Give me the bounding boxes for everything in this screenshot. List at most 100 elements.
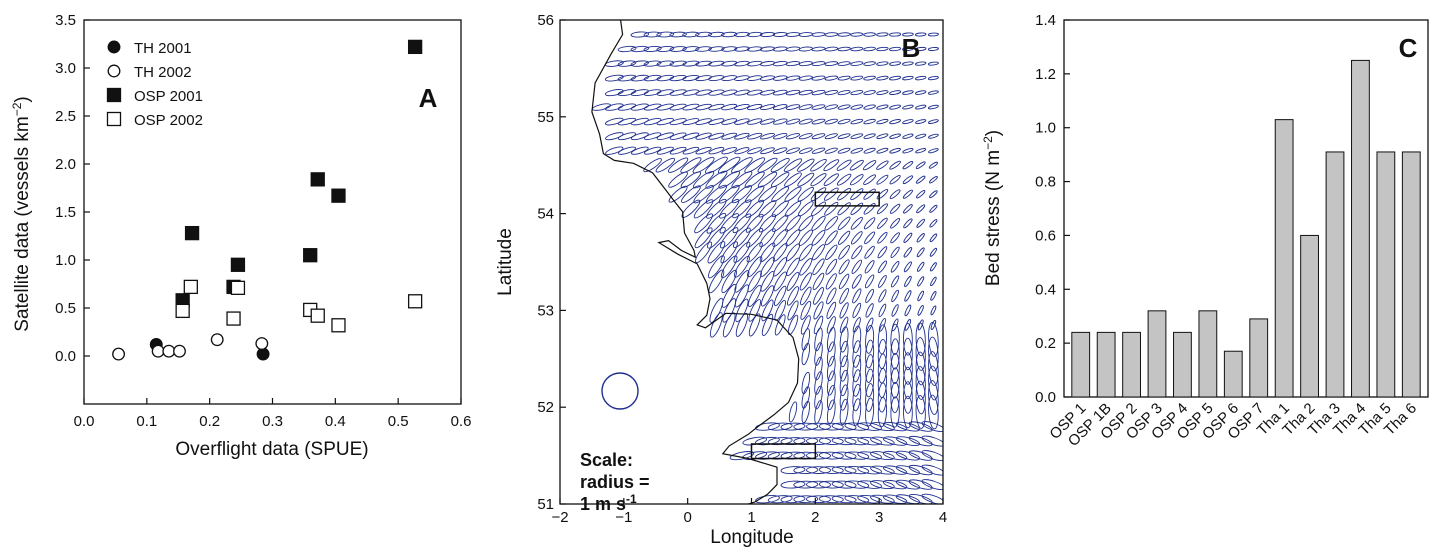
b-current-ellipse [695,46,713,52]
b-current-ellipse [733,31,750,38]
b-current-ellipse [865,317,874,333]
b-current-ellipse [772,75,788,81]
b-current-ellipse [850,133,864,140]
b-current-ellipse [811,118,826,125]
b-current-ellipse [929,262,937,272]
b-current-ellipse [904,290,912,302]
b-current-ellipse [811,46,826,52]
c-y-tick-label: 1.0 [1035,120,1056,137]
b-current-ellipse [928,321,939,357]
b-current-ellipse [746,89,763,96]
b-current-ellipse [825,273,837,290]
b-current-ellipse [680,157,702,174]
a-point [184,225,200,241]
b-current-ellipse [929,233,938,243]
b-current-ellipse [695,103,712,111]
c-bar [1274,119,1294,398]
panel-a-x-label: Overflight data (SPUE) [175,439,368,460]
b-current-ellipse [863,202,876,215]
panel-c-y-ticks: 0.0 0.2 0.4 0.6 0.8 1.0 1.2 1.4 [1035,12,1070,406]
a-x-tick-label: 0.0 [74,413,95,430]
b-current-ellipse [929,190,938,199]
a-y-tick-label: 3.5 [55,12,76,29]
b-current-ellipse [864,231,876,245]
a-point [331,318,346,333]
b-current-ellipse [877,260,888,274]
b-current-ellipse [930,291,937,301]
panel-c-frame [1063,19,1429,398]
panel-a-letter: A [419,83,438,113]
b-current-ellipse [891,318,899,332]
b-current-ellipse [930,305,937,316]
b-current-ellipse [865,324,875,354]
b-current-ellipse [785,118,801,125]
panel-b-study-boxes [750,191,880,460]
b-current-ellipse [844,480,870,489]
b-current-ellipse [876,174,889,185]
b-current-ellipse [878,318,886,332]
b-current-ellipse [857,480,882,489]
b-current-ellipse [852,340,862,368]
b-current-ellipse [643,60,662,67]
b-current-ellipse [831,466,857,475]
b-current-ellipse [863,217,876,230]
a-y-tick-label: 0.5 [55,300,76,317]
b-current-ellipse [877,217,888,229]
b-current-ellipse [811,147,826,154]
b-current-ellipse [810,173,827,187]
b-current-ellipse [903,381,913,414]
b-current-ellipse [797,158,815,172]
b-current-ellipse [823,159,840,172]
b-current-ellipse [916,218,925,228]
b-current-ellipse [916,204,926,214]
b-current-ellipse [850,75,864,81]
b-current-ellipse [824,32,839,37]
c-y-tick-label: 1.2 [1035,66,1056,83]
b-current-ellipse [852,288,862,304]
b-current-ellipse [930,319,937,330]
b-current-ellipse [747,284,762,307]
b-current-ellipse [826,316,836,334]
b-current-ellipse [695,132,712,140]
c-bar [1198,310,1218,398]
b-current-ellipse [800,315,811,335]
b-current-ellipse [851,259,863,274]
b-current-ellipse [831,437,857,446]
a-y-tick-label: 1.5 [55,204,76,221]
a-point [230,280,246,295]
b-current-ellipse [837,46,851,52]
b-current-ellipse [799,257,813,276]
a-point [183,279,198,295]
b-current-ellipse [824,118,838,125]
b-current-ellipse [818,437,844,445]
b-current-ellipse [916,190,926,199]
b-current-ellipse [915,90,927,95]
b-current-ellipse [798,147,813,154]
c-bar [1096,331,1116,398]
b-current-ellipse [863,61,876,66]
b-current-ellipse [904,318,912,331]
b-current-ellipse [643,132,662,140]
b-current-ellipse [902,119,914,125]
b-current-ellipse [630,146,649,155]
b-current-ellipse [826,399,836,425]
c-y-tick-label: 0.2 [1035,335,1056,352]
b-current-ellipse [793,466,819,474]
b-current-ellipse [917,319,924,331]
b-current-ellipse [916,261,925,272]
b-current-ellipse [801,328,811,351]
b-current-ellipse [903,247,913,258]
b-current-ellipse [902,148,914,154]
a-point [162,344,176,358]
b-current-ellipse [695,118,712,125]
a-point [151,344,165,358]
b-current-ellipse [927,32,939,37]
b-current-ellipse [694,213,714,234]
panel-b-map: −2 −1 0 1 2 3 4 51 52 53 54 55 56 Longitude Latitud… [495,12,947,548]
b-x-tick-label: −2 [551,509,568,526]
b-current-ellipse [839,384,849,411]
panel-b-y-label: Latitude [495,228,516,296]
b-current-ellipse [780,480,806,489]
b-current-ellipse [760,132,775,140]
